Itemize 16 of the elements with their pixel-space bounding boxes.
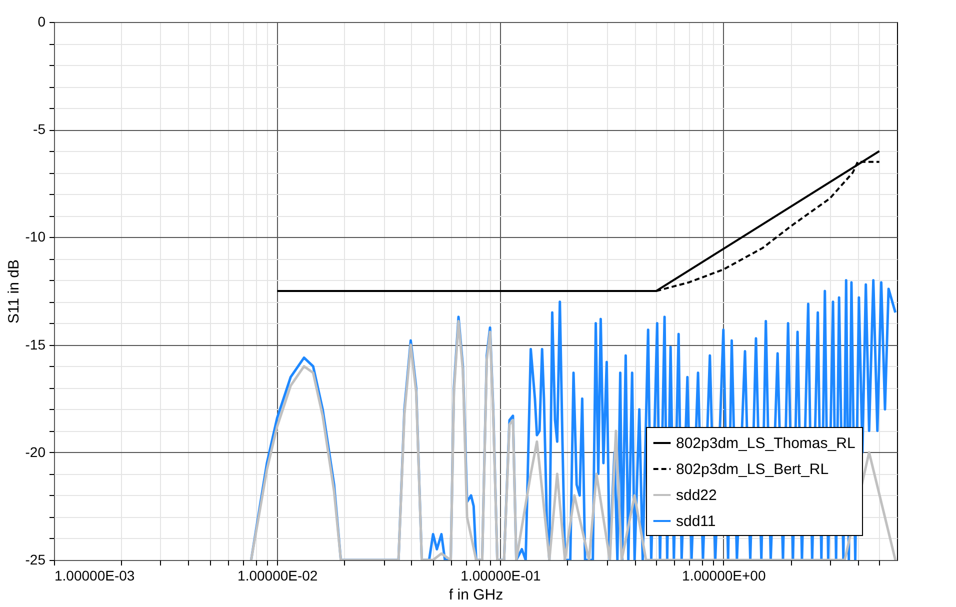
legend-label: sdd11 xyxy=(676,513,716,530)
y-tick-label: -10 xyxy=(25,228,46,245)
y-tick-label: -20 xyxy=(25,444,46,460)
legend-label: 802p3dm_LS_Bert_RL xyxy=(676,461,829,478)
y-tick-label: -5 xyxy=(33,121,46,138)
y-tick-label: 0 xyxy=(38,14,46,30)
x-tick-label: 1.00000E-03 xyxy=(54,568,135,584)
x-tick-label: 1.00000E-01 xyxy=(460,568,542,584)
y-tick-label: -15 xyxy=(25,336,46,352)
x-tick-label: 1.00000E-02 xyxy=(238,568,318,584)
y-axis-title: S11 in dB xyxy=(5,260,22,324)
legend-label: sdd22 xyxy=(676,487,717,504)
legend-label: 802p3dm_LS_Thomas_RL xyxy=(676,435,856,452)
y-tick-label: -25 xyxy=(25,552,46,568)
x-axis-title: f in GHz xyxy=(448,586,504,604)
x-tick-label: 1.00000E+00 xyxy=(682,568,766,584)
